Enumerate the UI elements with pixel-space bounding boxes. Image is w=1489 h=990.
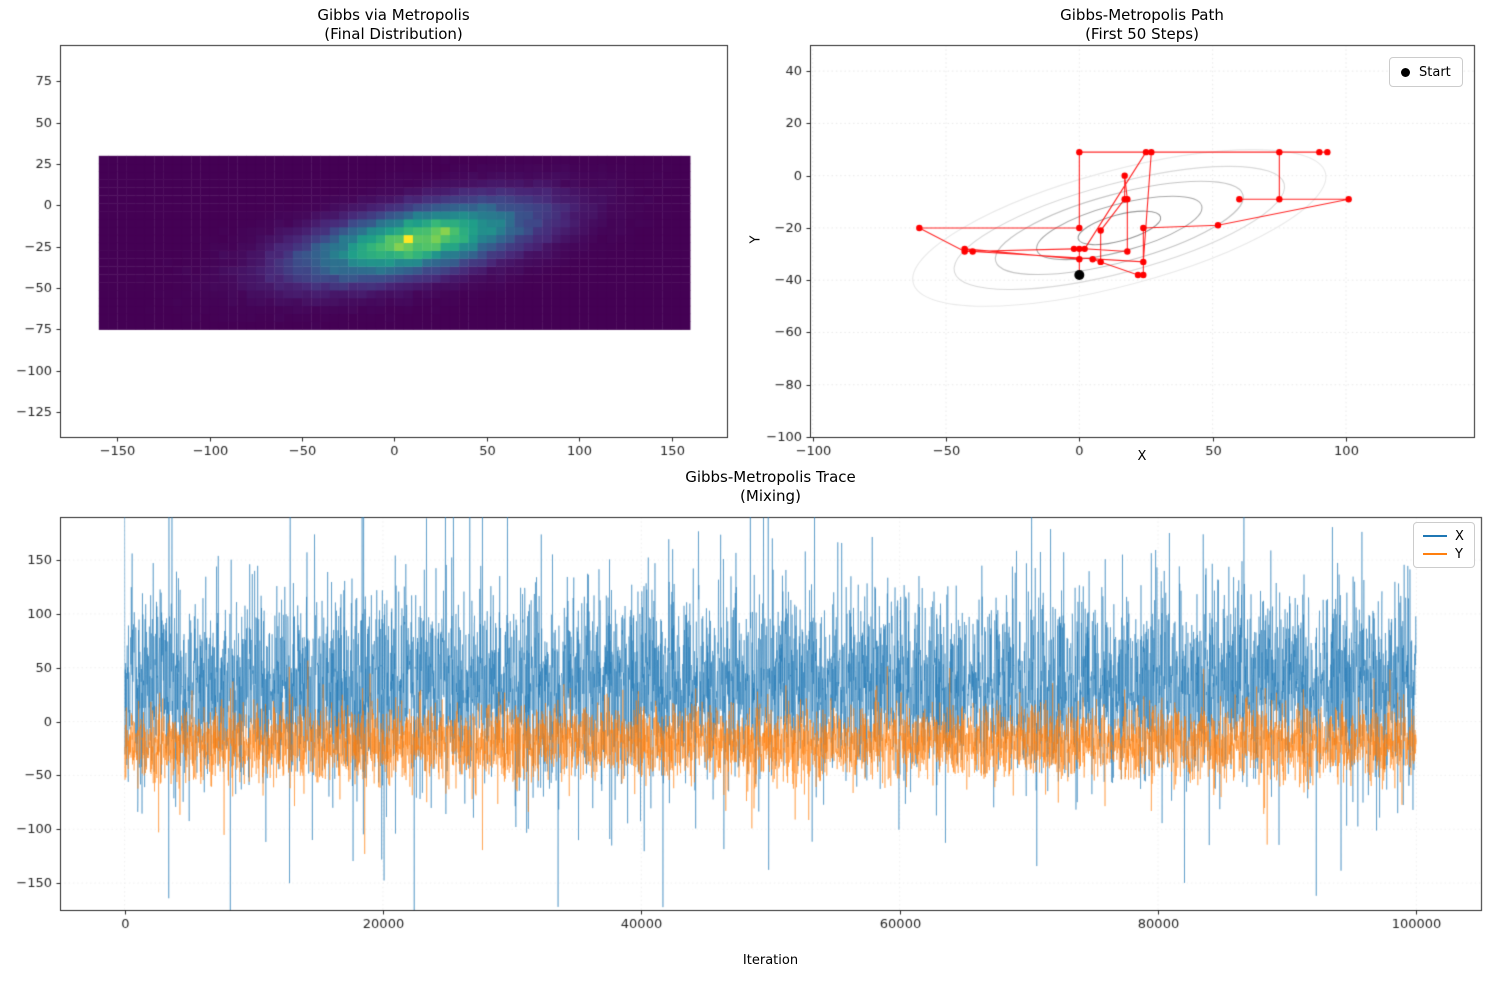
trace-title-line1: Gibbs-Metropolis Trace [685, 468, 856, 486]
hist-title: Gibbs via Metropolis (Final Distribution… [60, 6, 727, 44]
path-title-line2: (First 50 Steps) [1085, 25, 1199, 43]
trace-title: Gibbs-Metropolis Trace (Mixing) [60, 468, 1481, 506]
path-xlabel: X [1137, 449, 1147, 464]
path-title: Gibbs-Metropolis Path (First 50 Steps) [810, 6, 1474, 44]
trace-plot [0, 508, 1489, 940]
hist2d-plot [0, 40, 745, 465]
path-ylabel: Y [748, 235, 764, 244]
y-series-swatch [1423, 553, 1447, 555]
trace-xlabel: Iteration [742, 953, 799, 968]
x-series-label: X [1455, 528, 1464, 544]
path-legend: Start [1389, 57, 1463, 87]
x-series-swatch [1423, 535, 1447, 537]
path-legend-label: Start [1419, 64, 1451, 80]
trace-legend: X Y [1413, 522, 1475, 568]
path-plot [745, 40, 1489, 465]
trace-title-line2: (Mixing) [740, 487, 801, 505]
trace-legend-row-x: X [1423, 527, 1465, 545]
trace-legend-row-y: Y [1423, 545, 1465, 563]
path-title-line1: Gibbs-Metropolis Path [1060, 6, 1224, 24]
y-series-label: Y [1455, 546, 1463, 562]
hist-title-line2: (Final Distribution) [324, 25, 463, 43]
start-marker-icon [1401, 67, 1410, 77]
hist-title-line1: Gibbs via Metropolis [317, 6, 470, 24]
